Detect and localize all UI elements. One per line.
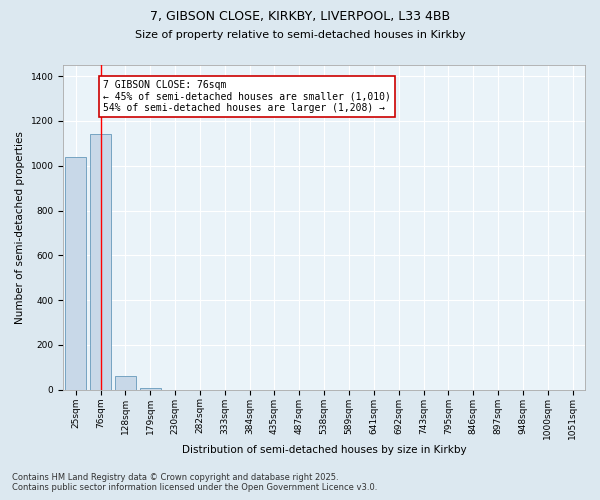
- Text: 7 GIBSON CLOSE: 76sqm
← 45% of semi-detached houses are smaller (1,010)
54% of s: 7 GIBSON CLOSE: 76sqm ← 45% of semi-deta…: [103, 80, 391, 113]
- X-axis label: Distribution of semi-detached houses by size in Kirkby: Distribution of semi-detached houses by …: [182, 445, 466, 455]
- Y-axis label: Number of semi-detached properties: Number of semi-detached properties: [15, 131, 25, 324]
- Bar: [65, 157, 86, 390]
- Bar: [140, 388, 161, 390]
- Text: Contains HM Land Registry data © Crown copyright and database right 2025.
Contai: Contains HM Land Registry data © Crown c…: [12, 473, 377, 492]
- Text: 7, GIBSON CLOSE, KIRKBY, LIVERPOOL, L33 4BB: 7, GIBSON CLOSE, KIRKBY, LIVERPOOL, L33 …: [150, 10, 450, 23]
- Bar: [90, 134, 111, 390]
- Text: Size of property relative to semi-detached houses in Kirkby: Size of property relative to semi-detach…: [134, 30, 466, 40]
- Bar: [115, 376, 136, 390]
